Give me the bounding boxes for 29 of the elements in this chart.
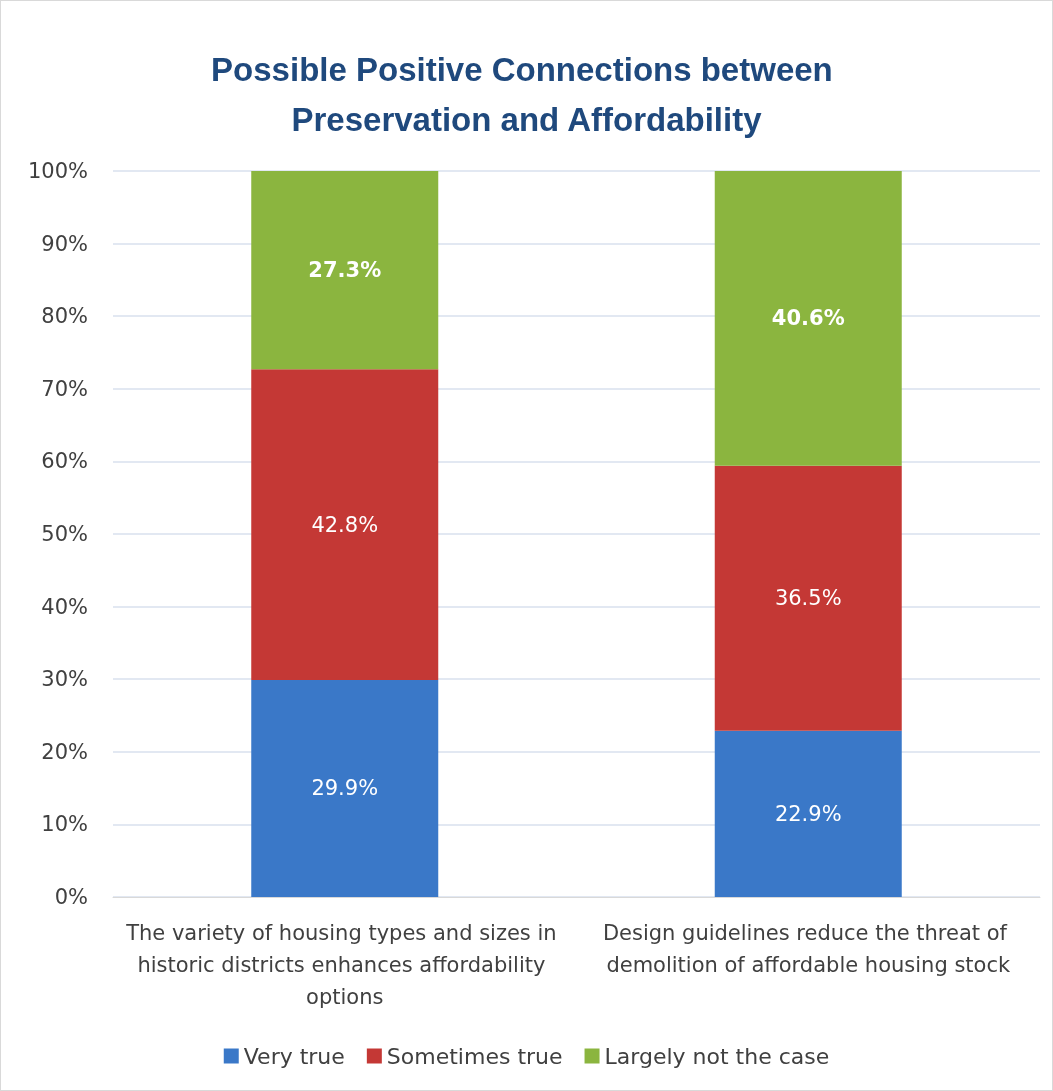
legend-label: Sometimes true — [386, 1043, 563, 1069]
bar — [251, 171, 439, 370]
bar — [714, 730, 902, 897]
data-label: 36.5% — [774, 586, 842, 611]
y-tick-label: 40% — [41, 594, 88, 619]
y-tick-label: 80% — [41, 304, 88, 329]
y-tick-label: 0% — [54, 885, 88, 909]
bar — [714, 171, 902, 466]
y-tick-label: 20% — [41, 739, 88, 764]
chart-title: Possible Positive Connections between Preservation and Affordability — [211, 50, 842, 138]
data-label: 22.9% — [774, 801, 842, 826]
data-label: 42.8% — [311, 512, 379, 537]
x-tick-label: Design guidelines reduce the threat of demolition of affordable housing stock — [602, 921, 1014, 977]
data-label: 29.9% — [311, 776, 379, 801]
y-tick-label: 10% — [41, 812, 88, 837]
bar — [251, 369, 439, 680]
y-tick-label: 90% — [41, 231, 88, 256]
bar — [714, 465, 902, 731]
legend-label: Very true — [243, 1043, 345, 1069]
y-tick-label: 100% — [27, 159, 88, 183]
data-label: 27.3% — [308, 258, 382, 283]
data-label: 40.6% — [771, 306, 845, 331]
legend-label: Largely not the case — [604, 1043, 830, 1069]
y-tick-label: 60% — [41, 449, 88, 474]
x-tick-label: The variety of housing types and sizes in historic districts enhances affordability options — [125, 921, 564, 1009]
bar — [251, 679, 439, 897]
y-tick-label: 50% — [41, 522, 88, 546]
y-tick-label: 30% — [41, 667, 88, 692]
y-tick-label: 70% — [41, 376, 88, 401]
